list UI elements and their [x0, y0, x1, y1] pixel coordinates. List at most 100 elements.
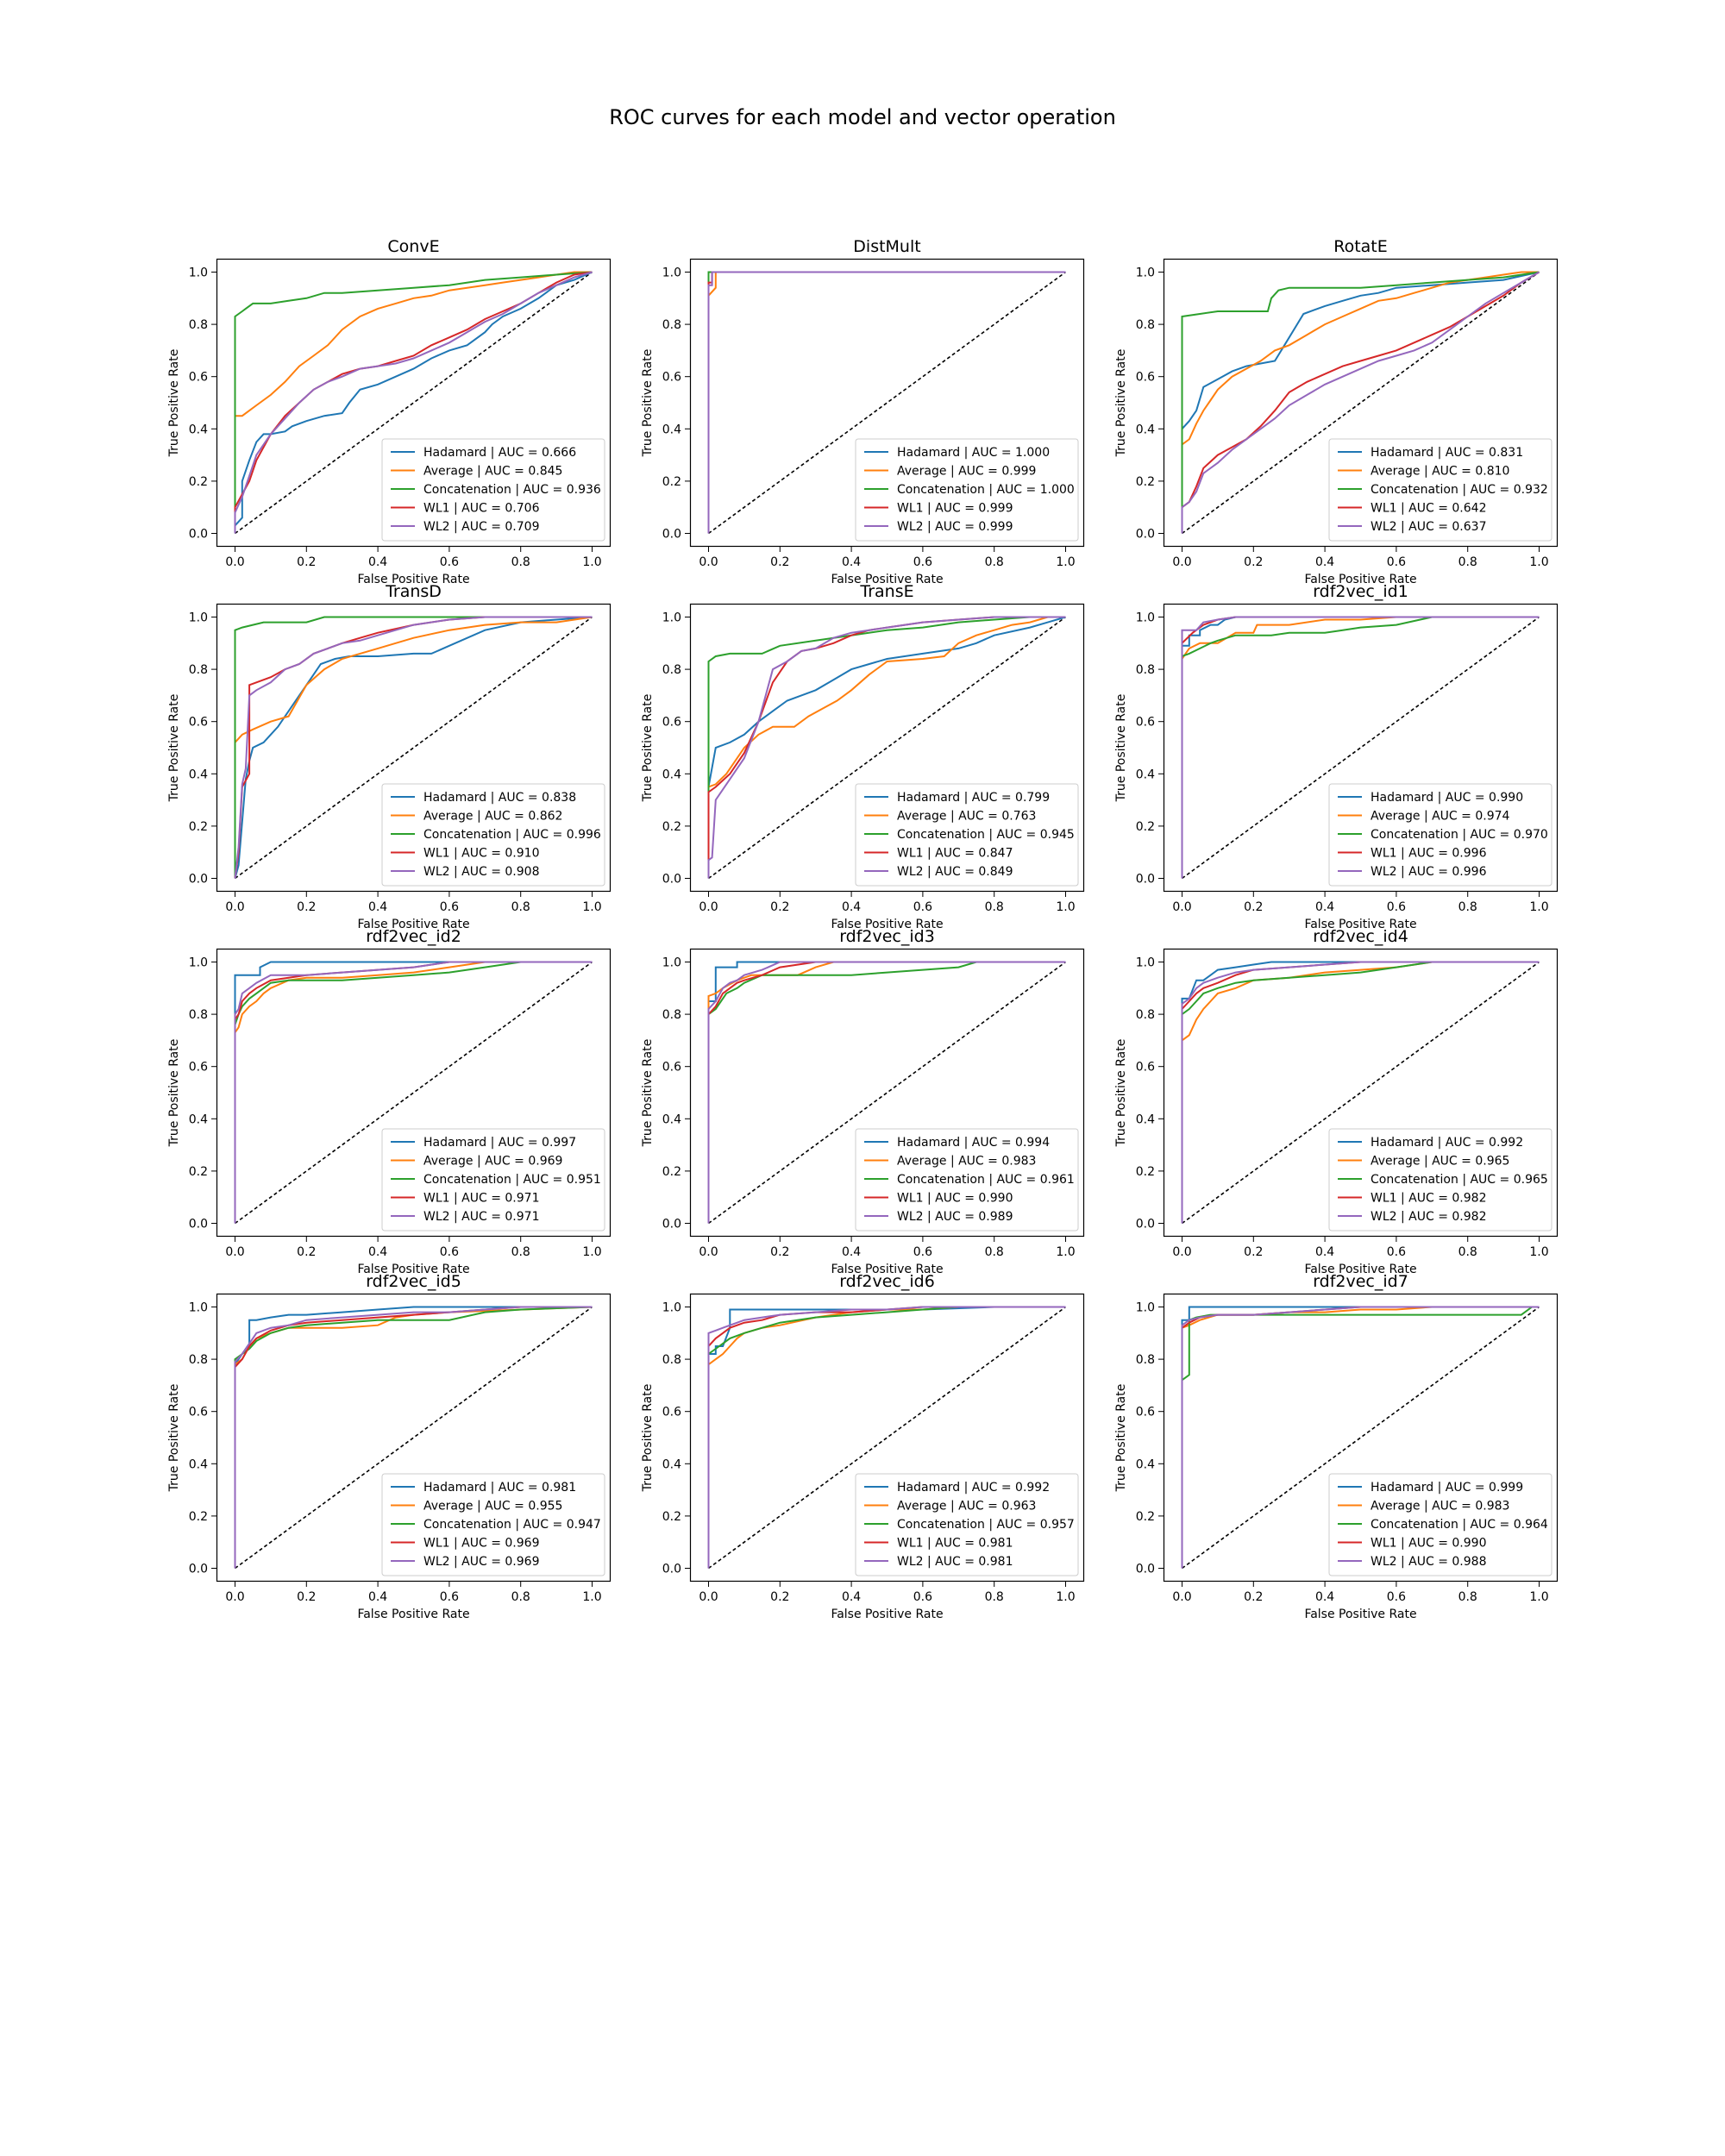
- legend-box: [855, 1473, 1079, 1576]
- y-tick-label: 1.0: [189, 1301, 208, 1315]
- legend-entry: Concatenation | AUC = 0.970: [1371, 828, 1548, 842]
- roc-subplot: rdf2vec_id3 0.0 0.2 0.4 0.6 0.8 1.0 0.0 0.2 0.4 0.…: [641, 927, 1085, 1276]
- x-tick-label: 0.6: [1387, 900, 1406, 914]
- x-tick-label: 0.6: [1387, 1245, 1406, 1259]
- x-tick-label: 0.8: [985, 1245, 1004, 1259]
- legend-entry: Average | AUC = 0.965: [1371, 1155, 1509, 1169]
- chance-diagonal: [1182, 961, 1540, 1225]
- legend-entry: WL1 | AUC = 0.982: [1371, 1192, 1486, 1206]
- y-tick-label: 0.2: [189, 1510, 208, 1524]
- legend-entry: Average | AUC = 0.955: [423, 1500, 562, 1514]
- legend-entry: Average | AUC = 0.763: [897, 810, 1036, 824]
- y-tick-label: 0.8: [189, 663, 208, 677]
- legend-entry: WL1 | AUC = 0.971: [423, 1192, 539, 1206]
- x-tick-label: 1.0: [1056, 1245, 1075, 1259]
- subplot-title: rdf2vec_id3: [839, 927, 935, 946]
- legend: Hadamard | AUC = 0.799 Average | AUC = 0.…: [855, 783, 1079, 887]
- y-tick-label: 0.8: [1136, 318, 1155, 332]
- legend: Hadamard | AUC = 0.992 Average | AUC = 0.…: [855, 1473, 1079, 1576]
- legend-box: [381, 1128, 605, 1232]
- y-axis-label: True Positive Rate: [1114, 694, 1128, 803]
- x-tick-label: 0.2: [770, 555, 789, 569]
- legend-entry: Concatenation | AUC = 1.000: [897, 483, 1075, 497]
- y-tick-label: 0.6: [189, 1406, 208, 1420]
- subplot-title: TransE: [859, 582, 913, 601]
- subplot-title: TransD: [385, 582, 442, 601]
- y-tick-label: 1.0: [189, 611, 208, 625]
- y-tick-label: 0.4: [1136, 423, 1155, 436]
- roc-subplot: TransE 0.0 0.2 0.4 0.6 0.8 1.0 0.0 0.2 0.4 0.6 0.8 1…: [641, 582, 1085, 931]
- roc-subplot: DistMult 0.0 0.2 0.4 0.6 0.8 1.0 0.0 0.2 0.4 0.6 0.…: [641, 237, 1085, 586]
- y-tick-label: 0.8: [662, 1008, 681, 1022]
- y-tick-label: 0.4: [189, 1457, 208, 1471]
- subplot-title: rdf2vec_id4: [1313, 927, 1408, 946]
- legend: Hadamard | AUC = 0.838 Average | AUC = 0.…: [381, 783, 605, 887]
- x-tick-label: 0.8: [985, 1590, 1004, 1604]
- chance-diagonal: [708, 271, 1066, 535]
- legend-entry: Concatenation | AUC = 0.964: [1371, 1518, 1548, 1532]
- x-tick-label: 0.0: [1172, 555, 1191, 569]
- y-tick-label: 0.0: [189, 873, 208, 887]
- legend-box: [1328, 1473, 1552, 1576]
- legend-entry: Average | AUC = 0.810: [1371, 465, 1509, 479]
- x-tick-label: 0.4: [1315, 555, 1334, 569]
- x-tick-label: 0.4: [368, 900, 387, 914]
- y-tick-label: 0.0: [1136, 528, 1155, 542]
- y-tick-label: 0.8: [189, 318, 208, 332]
- legend-entry: WL1 | AUC = 0.910: [423, 847, 539, 861]
- x-axis-label: False Positive Rate: [831, 918, 943, 931]
- y-tick-label: 0.4: [662, 423, 681, 436]
- x-tick-label: 1.0: [1529, 1245, 1548, 1259]
- roc-subplot: rdf2vec_id7 0.0 0.2 0.4 0.6 0.8 1.0 0.0 0.2 0.4 0.…: [1114, 1272, 1559, 1621]
- x-tick-label: 0.0: [225, 1245, 244, 1259]
- chance-diagonal: [235, 271, 593, 535]
- roc-curve-wl2: [234, 271, 593, 534]
- y-tick-label: 0.2: [1136, 1510, 1155, 1524]
- x-tick-label: 0.6: [1387, 1590, 1406, 1604]
- x-tick-label: 0.4: [842, 1245, 861, 1259]
- x-axis-label: False Positive Rate: [357, 1263, 469, 1276]
- axes-frame: [216, 258, 612, 548]
- legend: Hadamard | AUC = 0.990 Average | AUC = 0.…: [1328, 783, 1552, 887]
- legend-entry: Hadamard | AUC = 0.981: [423, 1481, 576, 1495]
- x-axis-label: False Positive Rate: [1304, 1263, 1416, 1276]
- legend: Hadamard | AUC = 1.000 Average | AUC = 0.…: [855, 438, 1079, 542]
- roc-curve-wl2: [707, 616, 1066, 879]
- x-tick-label: 0.6: [440, 1590, 459, 1604]
- legend-entry: WL2 | AUC = 0.709: [423, 520, 539, 534]
- roc-curve-concatenation: [707, 961, 1066, 1224]
- y-tick-label: 0.6: [1136, 716, 1155, 730]
- roc-subplot: rdf2vec_id5 0.0 0.2 0.4 0.6 0.8 1.0 0.0 0.2 0.4 0.…: [167, 1272, 612, 1621]
- legend-entry: Hadamard | AUC = 0.992: [897, 1481, 1050, 1495]
- y-tick-label: 0.0: [1136, 1218, 1155, 1232]
- x-tick-label: 0.6: [440, 1245, 459, 1259]
- x-tick-label: 1.0: [1056, 900, 1075, 914]
- x-tick-label: 1.0: [1056, 1590, 1075, 1604]
- y-tick-label: 0.2: [1136, 475, 1155, 489]
- roc-curve-hadamard: [707, 616, 1066, 879]
- roc-curve-wl2: [707, 271, 1066, 534]
- y-tick-label: 0.8: [662, 1353, 681, 1367]
- roc-curve-hadamard: [1181, 271, 1540, 534]
- y-tick-label: 0.0: [662, 1563, 681, 1576]
- roc-curve-average: [1181, 616, 1540, 879]
- x-axis-label: False Positive Rate: [831, 1263, 943, 1276]
- x-tick-label: 0.4: [368, 1245, 387, 1259]
- x-tick-label: 0.2: [297, 900, 316, 914]
- x-tick-label: 0.4: [1315, 900, 1334, 914]
- roc-curve-concatenation: [234, 1306, 593, 1569]
- x-tick-label: 0.4: [368, 1590, 387, 1604]
- y-tick-label: 1.0: [1136, 611, 1155, 625]
- roc-curve-concatenation: [234, 271, 593, 534]
- legend-box: [1328, 438, 1552, 542]
- x-tick-label: 0.6: [1387, 555, 1406, 569]
- x-axis-label: False Positive Rate: [1304, 573, 1416, 586]
- x-axis-label: False Positive Rate: [357, 573, 469, 586]
- legend-entry: WL2 | AUC = 0.908: [423, 865, 539, 879]
- y-axis-label: True Positive Rate: [641, 349, 655, 458]
- roc-curve-hadamard: [234, 271, 593, 534]
- y-tick-label: 0.6: [662, 716, 681, 730]
- legend-entry: WL1 | AUC = 0.981: [897, 1537, 1013, 1551]
- legend: Hadamard | AUC = 0.831 Average | AUC = 0.…: [1328, 438, 1552, 542]
- x-axis-label: False Positive Rate: [357, 918, 469, 931]
